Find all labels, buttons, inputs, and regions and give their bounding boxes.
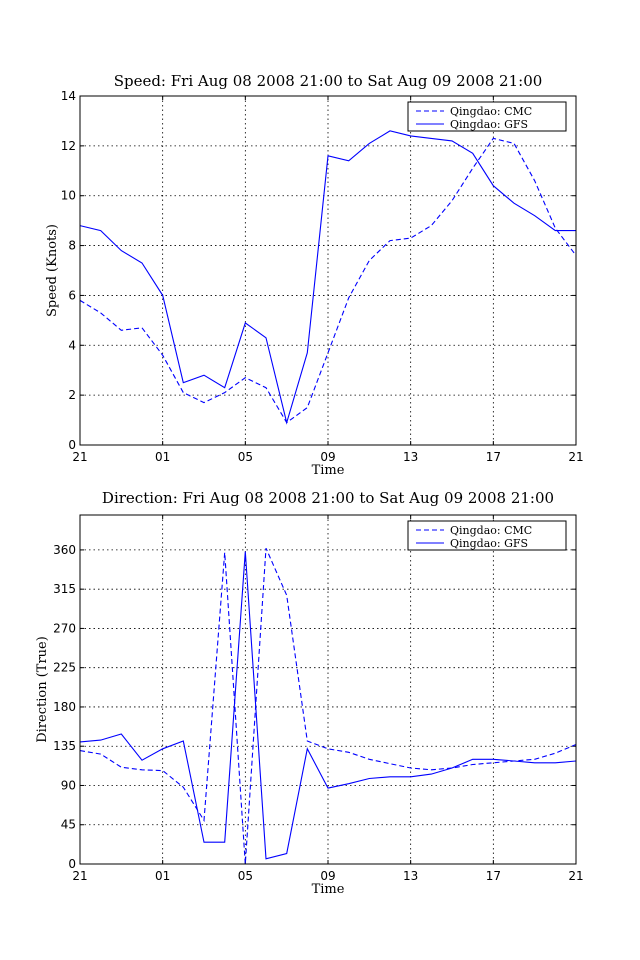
x-tick-label: 13 (403, 869, 418, 883)
series-line-cmc (79, 137, 577, 424)
y-tick-label: 2 (68, 388, 76, 402)
x-axis-label: Time (312, 463, 345, 478)
plot-area (79, 95, 577, 446)
legend-box (407, 520, 567, 551)
chart-panel-1: Speed: Fri Aug 08 2008 21:00 to Sat Aug … (45, 72, 584, 478)
legend-entry: Qingdao: CMC (450, 524, 532, 537)
y-tick-label: 135 (53, 739, 76, 753)
y-tick-label: 45 (61, 818, 76, 832)
chart-title: Direction: Fri Aug 08 2008 21:00 to Sat … (102, 489, 554, 507)
x-tick-label: 01 (155, 450, 170, 464)
legend-entry: Qingdao: CMC (450, 105, 532, 118)
y-tick-label: 6 (68, 288, 76, 302)
x-tick-label: 21 (568, 450, 583, 464)
plot-border (79, 95, 577, 446)
x-tick-label: 21 (72, 450, 87, 464)
y-tick-label: 12 (61, 139, 76, 153)
y-tick-label: 180 (53, 700, 76, 714)
y-axis-label: Direction (True) (35, 636, 50, 743)
series-line-gfs (79, 130, 576, 425)
x-tick-label: 13 (403, 450, 418, 464)
x-tick-label: 09 (320, 450, 335, 464)
legend-box (407, 101, 567, 132)
x-tick-label: 17 (486, 450, 501, 464)
series-line-gfs (79, 551, 577, 860)
legend-entry: Qingdao: GFS (450, 118, 528, 131)
x-tick-label: 21 (72, 869, 87, 883)
plot-border (79, 514, 577, 865)
y-tick-label: 10 (61, 189, 76, 203)
x-tick-label: 01 (155, 869, 170, 883)
plot-area (79, 514, 577, 865)
x-tick-label: 05 (238, 450, 253, 464)
y-tick-label: 225 (53, 661, 76, 675)
x-tick-label: 05 (238, 869, 253, 883)
chart-panel-2: Direction: Fri Aug 08 2008 21:00 to Sat … (35, 489, 584, 897)
y-tick-label: 14 (61, 89, 76, 103)
y-tick-label: 315 (53, 582, 76, 596)
y-tick-label: 0 (68, 438, 76, 452)
chart-title: Speed: Fri Aug 08 2008 21:00 to Sat Aug … (114, 72, 543, 90)
y-tick-label: 8 (68, 239, 76, 253)
x-tick-label: 17 (486, 869, 501, 883)
x-tick-label: 09 (320, 869, 335, 883)
x-tick-label: 21 (568, 869, 583, 883)
y-tick-label: 4 (68, 338, 76, 352)
y-tick-label: 360 (53, 543, 76, 557)
y-axis-label: Speed (Knots) (45, 224, 60, 317)
y-tick-label: 270 (53, 621, 76, 635)
y-tick-label: 90 (61, 778, 76, 792)
y-tick-label: 0 (68, 857, 76, 871)
x-axis-label: Time (312, 882, 345, 897)
legend-entry: Qingdao: GFS (450, 537, 528, 550)
